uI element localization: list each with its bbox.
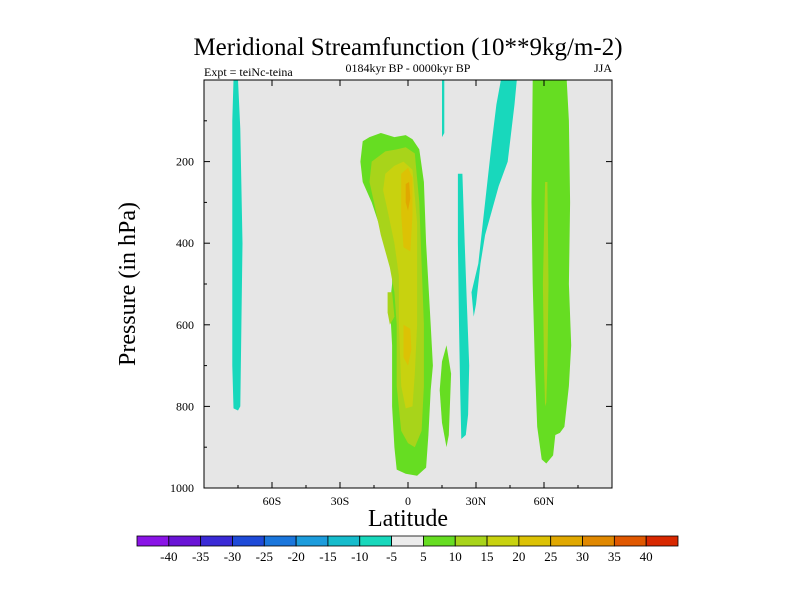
colorbar-swatch xyxy=(359,535,392,547)
contour-nh-high-lat-positive xyxy=(531,80,572,464)
colorbar-label: -10 xyxy=(351,549,368,564)
plot-area: 60S 30S 0 30N 60N 200 400 600 800 1000 xyxy=(170,79,613,508)
colorbar-label: -15 xyxy=(319,549,336,564)
contour-sh-high-lat-negative xyxy=(232,80,243,411)
colorbar-label: 15 xyxy=(481,549,494,564)
colorbar-swatch xyxy=(295,535,329,547)
colorbar-swatch xyxy=(486,535,520,547)
contour-equatorial-core-25 xyxy=(405,182,411,211)
colorbar-label: -5 xyxy=(386,549,397,564)
colorbar-swatch xyxy=(645,535,679,547)
colorbar-swatch xyxy=(613,535,647,547)
x-axis: 60S 30S 0 30N 60N xyxy=(237,80,579,508)
x-axis-label: Latitude xyxy=(368,506,448,532)
chart-title: Meridional Streamfunction (10**9kg/m-2) xyxy=(193,34,622,61)
colorbar-swatch xyxy=(200,535,233,547)
colorbar-swatch xyxy=(136,535,170,547)
y-tick-label: 1000 xyxy=(170,481,194,495)
colorbar-label: -40 xyxy=(160,549,177,564)
x-tick-label: 60S xyxy=(263,494,282,508)
x-tick-label: 0 xyxy=(405,494,411,508)
contour-nh-thin-negative-2 xyxy=(457,173,470,440)
contour-equatorial-core-20 xyxy=(401,167,413,252)
x-tick-label: 30N xyxy=(466,494,487,508)
colorbar-swatch xyxy=(518,535,552,547)
y-tick-label: 200 xyxy=(176,155,194,169)
colorbar-swatch xyxy=(168,535,202,547)
colorbar-label: -25 xyxy=(256,549,273,564)
colorbar-swatch xyxy=(454,535,488,547)
y-tick-label: 400 xyxy=(176,236,194,250)
colorbar-label: 20 xyxy=(512,549,525,564)
contour-equatorial-lower-core-20 xyxy=(403,324,412,366)
colorbar-label: 40 xyxy=(640,549,653,564)
x-tick-label: 30S xyxy=(331,494,350,508)
contour-nh-small-positive xyxy=(439,345,452,448)
colorbar-label: 35 xyxy=(608,549,621,564)
colorbar-swatch xyxy=(582,535,615,547)
colorbar-label: 30 xyxy=(576,549,589,564)
chart-subtitle-left: Expt = teiNc-teina xyxy=(204,65,293,79)
colorbar-label: -30 xyxy=(224,549,241,564)
contour-layer xyxy=(232,80,572,476)
contour-nh-mid-negative xyxy=(471,80,517,317)
colorbar-label: -20 xyxy=(287,549,304,564)
colorbar-swatch xyxy=(327,535,361,547)
y-axis: 200 400 600 800 1000 xyxy=(170,120,612,495)
colorbar-swatch xyxy=(263,535,297,547)
x-tick-label: 60N xyxy=(534,494,555,508)
colorbar: -40 -35 -30 -25 -20 -15 -10 -5 5 10 15 20 25 30 35 40 xyxy=(136,535,679,564)
colorbar-swatch xyxy=(550,535,583,547)
chart-subtitle-right: JJA xyxy=(594,61,612,75)
chart-subtitle-center: 0184kyr BP - 0000kyr BP xyxy=(346,61,471,75)
colorbar-label: 25 xyxy=(544,549,557,564)
contour-nh-high-lat-band-10 xyxy=(542,182,549,407)
colorbar-swatch xyxy=(232,535,265,547)
colorbar-swatch xyxy=(423,535,456,547)
y-tick-label: 800 xyxy=(176,399,194,413)
colorbar-label: 5 xyxy=(420,549,427,564)
contour-nh-thin-negative-1 xyxy=(442,80,445,138)
colorbar-swatch xyxy=(391,535,424,547)
colorbar-label: 10 xyxy=(449,549,462,564)
y-tick-label: 600 xyxy=(176,318,194,332)
colorbar-label: -35 xyxy=(192,549,209,564)
contour-sh-small-band xyxy=(387,292,395,325)
y-axis-label: Pressure (in hPa) xyxy=(115,202,141,366)
